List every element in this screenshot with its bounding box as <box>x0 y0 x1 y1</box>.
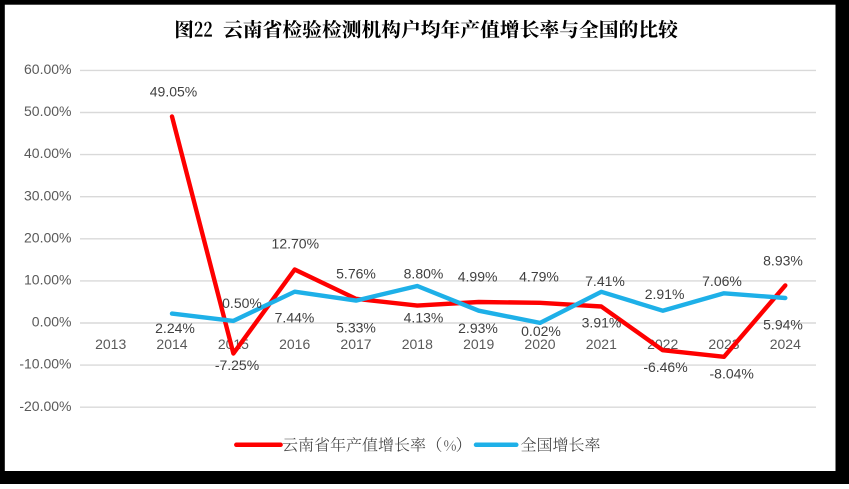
svg-text:49.05%: 49.05% <box>150 84 197 100</box>
svg-text:2021: 2021 <box>586 336 617 352</box>
svg-text:7.44%: 7.44% <box>275 309 315 325</box>
svg-text:2019: 2019 <box>463 336 494 352</box>
svg-text:2013: 2013 <box>95 336 126 352</box>
svg-text:-20.00%: -20.00% <box>19 398 71 414</box>
svg-text:10.00%: 10.00% <box>24 272 71 288</box>
svg-text:-10.00%: -10.00% <box>19 356 71 372</box>
svg-text:0.50%: 0.50% <box>222 295 262 311</box>
svg-text:5.94%: 5.94% <box>763 317 803 333</box>
svg-text:4.99%: 4.99% <box>458 268 498 284</box>
svg-text:20.00%: 20.00% <box>24 229 71 245</box>
svg-text:2014: 2014 <box>156 336 187 352</box>
svg-text:4.79%: 4.79% <box>519 268 559 284</box>
svg-text:60.00%: 60.00% <box>24 61 71 77</box>
svg-text:5.76%: 5.76% <box>336 266 376 282</box>
svg-text:2018: 2018 <box>402 336 433 352</box>
svg-text:2.24%: 2.24% <box>155 320 195 336</box>
svg-text:2016: 2016 <box>279 336 310 352</box>
svg-text:4.13%: 4.13% <box>404 309 444 325</box>
svg-text:2024: 2024 <box>770 336 801 352</box>
svg-text:3.91%: 3.91% <box>582 314 622 330</box>
svg-text:8.93%: 8.93% <box>763 252 803 268</box>
svg-text:40.00%: 40.00% <box>24 145 71 161</box>
svg-text:-6.46%: -6.46% <box>643 359 687 375</box>
svg-text:7.06%: 7.06% <box>702 273 742 289</box>
svg-text:7.41%: 7.41% <box>585 273 625 289</box>
svg-text:8.80%: 8.80% <box>404 266 444 282</box>
svg-text:0.02%: 0.02% <box>521 323 561 339</box>
svg-text:0.00%: 0.00% <box>32 314 72 330</box>
svg-text:2.91%: 2.91% <box>645 286 685 302</box>
svg-text:5.33%: 5.33% <box>336 320 376 336</box>
svg-text:2.93%: 2.93% <box>458 320 498 336</box>
svg-text:30.00%: 30.00% <box>24 187 71 203</box>
svg-text:-8.04%: -8.04% <box>710 366 754 382</box>
svg-text:50.00%: 50.00% <box>24 103 71 119</box>
svg-text:-7.25%: -7.25% <box>215 357 259 373</box>
svg-text:2017: 2017 <box>340 336 371 352</box>
svg-text:12.70%: 12.70% <box>272 236 319 252</box>
